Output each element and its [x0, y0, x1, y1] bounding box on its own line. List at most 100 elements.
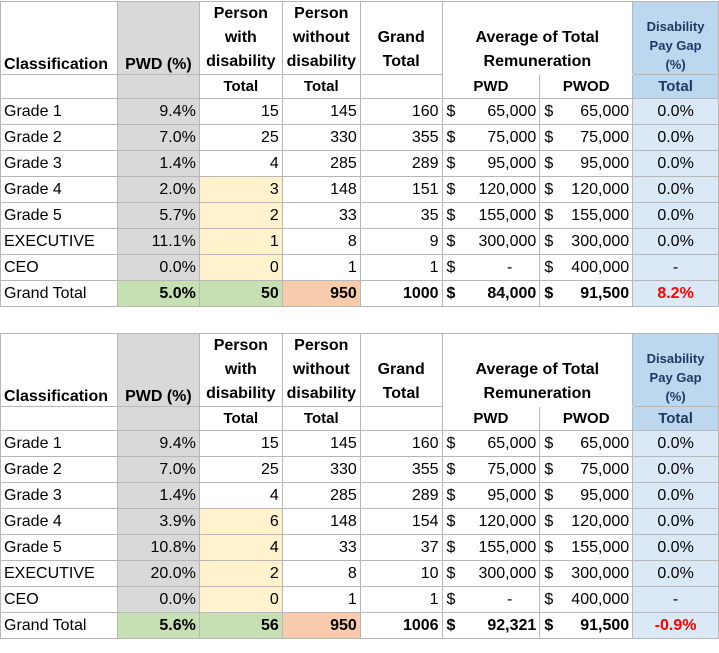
avg-pwod-cell: $91,500 — [539, 280, 634, 307]
pwd-count-cell: 25 — [198, 124, 283, 151]
avg-pwd-cell: $95,000 — [441, 150, 541, 177]
pay-gap-cell: 0.0% — [632, 508, 719, 535]
disability-pay-gap-header: Disability Pay Gap (%) — [632, 333, 719, 407]
pwd-subheader: PWD — [441, 74, 541, 99]
table-row: Grade 4 2.0% 3 148 151 $120,000 $120,000 0.0% — [0, 176, 719, 203]
grand-total-cell: 154 — [359, 508, 443, 535]
pwd-percent-cell: 9.4% — [116, 430, 200, 457]
classification-cell: EXECUTIVE — [0, 228, 118, 255]
pwod-count-cell: 950 — [281, 612, 361, 639]
person-without-disability-header: Person without disability — [281, 1, 361, 75]
pwd-count-cell: 4 — [198, 534, 283, 561]
grand-total-cell: 1006 — [359, 612, 443, 639]
table-row: Grade 5 5.7% 2 33 35 $155,000 $155,000 0.0% — [0, 202, 719, 229]
grand-total-row: Grand Total 5.0% 50 950 1000 $84,000 $91,500 8.… — [0, 280, 719, 307]
pwd-count-cell: 50 — [198, 280, 283, 307]
avg-pwod-cell: $65,000 — [539, 430, 634, 457]
pwod-subheader: PWOD — [539, 74, 634, 99]
pwod-count-cell: 33 — [281, 202, 361, 229]
pay-gap-cell: 0.0% — [632, 98, 719, 125]
disability-pay-gap-header: Disability Pay Gap (%) — [632, 1, 719, 75]
table-row: Grade 3 1.4% 4 285 289 $95,000 $95,000 0.0% — [0, 150, 719, 177]
classification-cell: EXECUTIVE — [0, 560, 118, 587]
pwd-count-cell: 15 — [198, 430, 283, 457]
grand-total-row: Grand Total 5.6% 56 950 1006 $92,321 $91,500 -0… — [0, 612, 719, 639]
pay-gap-cell: 0.0% — [632, 430, 719, 457]
pwd-percent-cell: 7.0% — [116, 124, 200, 151]
classification-cell: Grand Total — [0, 612, 118, 639]
pay-gap-table-1: Classification PWD (%) Person with disabil… — [0, 1, 719, 307]
classification-cell: CEO — [0, 254, 118, 281]
pwod-subheader: PWOD — [539, 406, 634, 431]
header-row: Classification PWD (%) Person with disabil… — [0, 1, 719, 75]
pwd-percent-header: PWD (%) — [116, 1, 200, 75]
avg-pwod-cell: $75,000 — [539, 456, 634, 483]
pwd-percent-cell: 11.1% — [116, 228, 200, 255]
subheader-row: Total Total PWD PWOD Total — [0, 406, 719, 431]
pwd-percent-cell: 7.0% — [116, 456, 200, 483]
grand-total-cell: 37 — [359, 534, 443, 561]
person-with-disability-header: Person with disability — [198, 1, 283, 75]
grand-total-cell: 10 — [359, 560, 443, 587]
avg-pwd-cell: $75,000 — [441, 124, 541, 151]
avg-pwd-cell: $65,000 — [441, 98, 541, 125]
classification-cell: Grade 5 — [0, 202, 118, 229]
table-row: Grade 2 7.0% 25 330 355 $75,000 $75,000 0.0% — [0, 124, 719, 151]
pwd-percent-header: PWD (%) — [116, 333, 200, 407]
grand-total-cell: 289 — [359, 482, 443, 509]
pay-gap-cell: 0.0% — [632, 150, 719, 177]
pwod-total-subheader: Total — [281, 74, 361, 99]
pwd-percent-cell: 9.4% — [116, 98, 200, 125]
pwd-count-cell: 0 — [198, 254, 283, 281]
header-row: Classification PWD (%) Person with disabil… — [0, 333, 719, 407]
classification-cell: Grand Total — [0, 280, 118, 307]
avg-pwod-cell: $95,000 — [539, 482, 634, 509]
average-remuneration-header: Average of Total Remuneration — [441, 1, 634, 75]
average-remuneration-header: Average of Total Remuneration — [441, 333, 634, 407]
avg-pwd-cell: $95,000 — [441, 482, 541, 509]
person-with-disability-header: Person with disability — [198, 333, 283, 407]
pay-gap-cell: 0.0% — [632, 124, 719, 151]
table-row: EXECUTIVE 20.0% 2 8 10 $300,000 $300,000 0.0% — [0, 560, 719, 587]
pwod-count-cell: 1 — [281, 254, 361, 281]
pwd-count-cell: 4 — [198, 482, 283, 509]
pwd-count-cell: 4 — [198, 150, 283, 177]
grand-total-cell: 1000 — [359, 280, 443, 307]
classification-cell: Grade 5 — [0, 534, 118, 561]
pwod-count-cell: 285 — [281, 482, 361, 509]
table-row: Grade 1 9.4% 15 145 160 $65,000 $65,000 0.0% — [0, 430, 719, 457]
pay-gap-cell: - — [632, 586, 719, 613]
avg-pwd-cell: $120,000 — [441, 176, 541, 203]
pwd-percent-cell: 3.9% — [116, 508, 200, 535]
pwd-percent-cell: 1.4% — [116, 150, 200, 177]
avg-pwod-cell: $300,000 — [539, 560, 634, 587]
avg-pwod-cell: $300,000 — [539, 228, 634, 255]
avg-pwd-cell: $120,000 — [441, 508, 541, 535]
classification-cell: Grade 4 — [0, 508, 118, 535]
pwod-count-cell: 330 — [281, 124, 361, 151]
pwd-total-subheader: Total — [198, 74, 283, 99]
pwd-count-cell: 2 — [198, 202, 283, 229]
pwd-count-cell: 6 — [198, 508, 283, 535]
grand-total-cell: 289 — [359, 150, 443, 177]
grand-total-cell: 160 — [359, 98, 443, 125]
classification-cell: Grade 2 — [0, 124, 118, 151]
avg-pwod-cell: $120,000 — [539, 508, 634, 535]
table-row: Grade 3 1.4% 4 285 289 $95,000 $95,000 0.0% — [0, 482, 719, 509]
table-row: CEO 0.0% 0 1 1 $ - $400,000- — [0, 254, 719, 281]
subheader-row: Total Total PWD PWOD Total — [0, 74, 719, 99]
avg-pwod-cell: $95,000 — [539, 150, 634, 177]
pwd-percent-cell: 20.0% — [116, 560, 200, 587]
pay-gap-cell: 0.0% — [632, 482, 719, 509]
pwd-count-cell: 25 — [198, 456, 283, 483]
pwd-percent-cell: 1.4% — [116, 482, 200, 509]
pay-gap-cell: 0.0% — [632, 176, 719, 203]
grand-total-cell: 35 — [359, 202, 443, 229]
avg-pwd-cell: $92,321 — [441, 612, 541, 639]
avg-pwod-cell: $65,000 — [539, 98, 634, 125]
avg-pwod-cell: $91,500 — [539, 612, 634, 639]
table-row: CEO 0.0% 0 1 1 $ - $400,000- — [0, 586, 719, 613]
avg-pwd-cell: $65,000 — [441, 430, 541, 457]
grand-total-cell: 1 — [359, 254, 443, 281]
pwod-count-cell: 148 — [281, 508, 361, 535]
